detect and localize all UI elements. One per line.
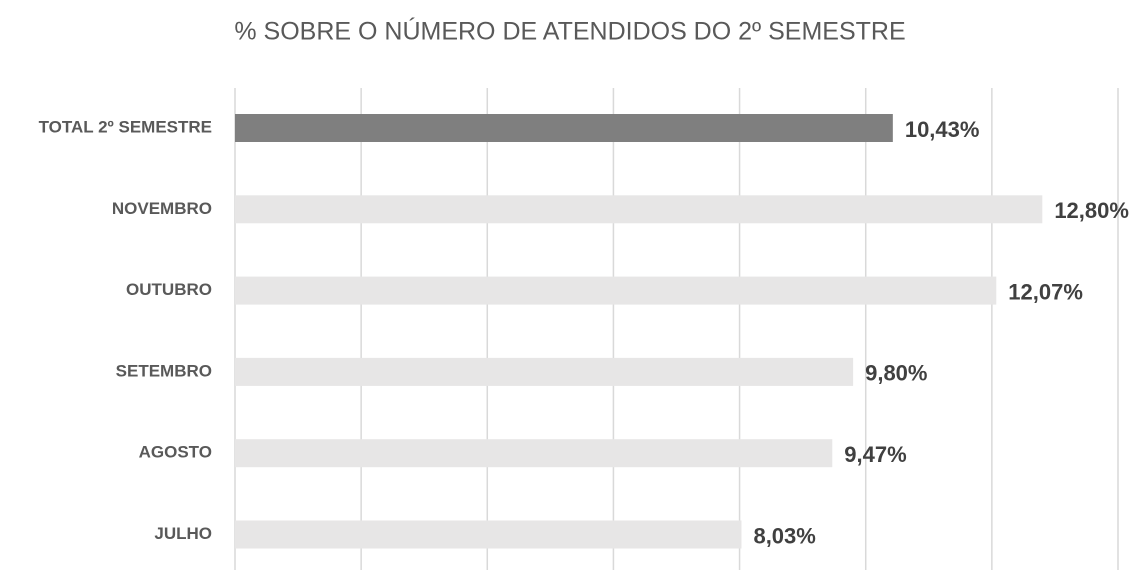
y-tick-label: SETEMBRO xyxy=(116,361,212,380)
y-tick-label: JULHO xyxy=(154,524,212,543)
y-tick-label: AGOSTO xyxy=(139,443,212,462)
bar xyxy=(235,520,742,549)
data-label: 9,47% xyxy=(844,442,906,467)
y-tick-label: NOVEMBRO xyxy=(112,199,212,218)
bar xyxy=(235,439,833,468)
y-tick-label: OUTUBRO xyxy=(126,280,212,299)
data-label: 9,80% xyxy=(865,361,927,386)
y-tick-label: TOTAL 2º SEMESTRE xyxy=(39,117,212,136)
data-label: 8,03% xyxy=(753,523,815,548)
bar xyxy=(235,357,854,386)
data-label: 10,43% xyxy=(905,117,980,142)
bar xyxy=(235,114,893,142)
data-label: 12,80% xyxy=(1054,198,1129,223)
bar xyxy=(235,276,997,305)
bar xyxy=(235,195,1043,224)
chart-title: % SOBRE O NÚMERO DE ATENDIDOS DO 2º SEME… xyxy=(234,17,905,46)
data-label: 12,07% xyxy=(1008,279,1083,304)
